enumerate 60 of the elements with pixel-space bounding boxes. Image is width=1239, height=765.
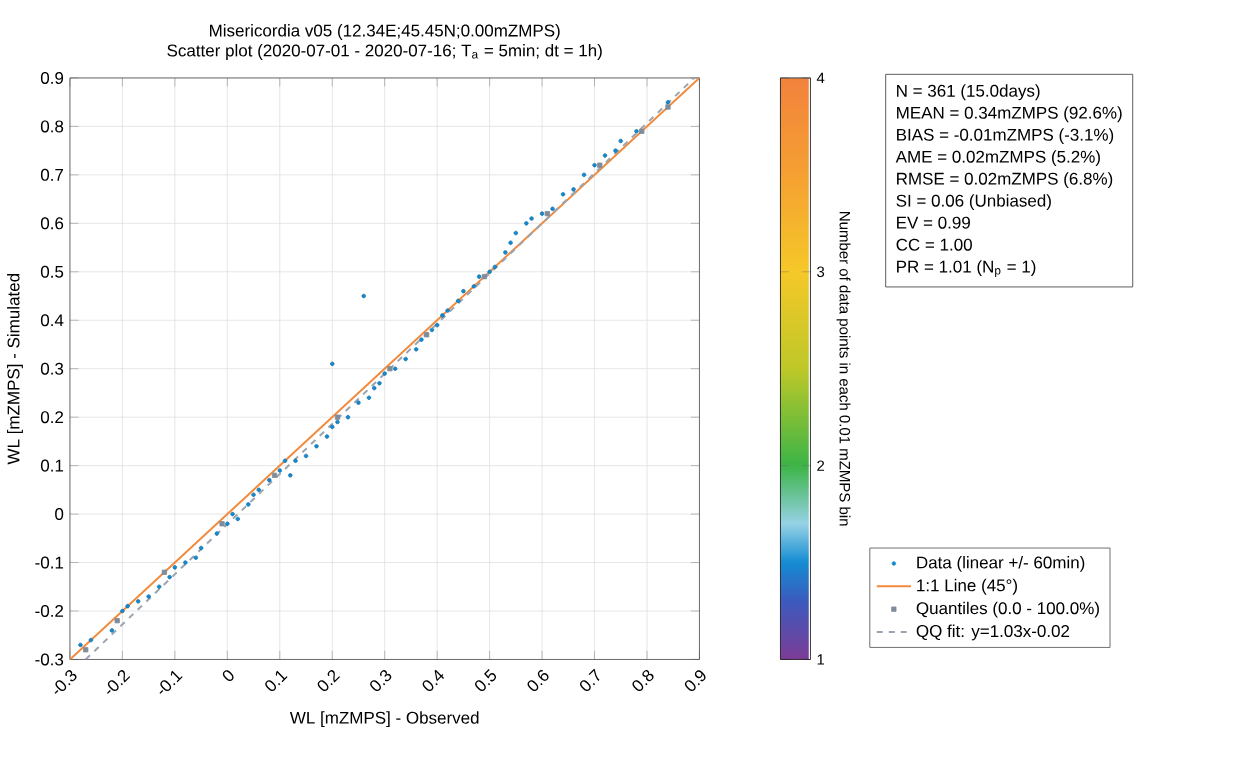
chart-title: Misericordia v05 (12.34E;45.45N;0.00mZMPS) bbox=[210, 23, 560, 40]
x-tick-label: 0.5 bbox=[475, 668, 497, 691]
y-tick-label: 0.5 bbox=[40, 265, 64, 278]
color-bar-label: 3 bbox=[817, 266, 825, 277]
x-tick-label: 0.1 bbox=[265, 670, 288, 691]
x-tick-label: 0.2 bbox=[317, 669, 341, 691]
legend-label: Data (linear +/- 60min) bbox=[917, 555, 1085, 572]
point bbox=[387, 365, 393, 372]
x-tick-label: 0.3 bbox=[370, 669, 392, 691]
y-axis-title: WL [mZMPS] - Simulated bbox=[7, 273, 23, 465]
point bbox=[83, 646, 89, 653]
chart-subtitle: Scatter plot (2020-07-01 - 2020-07-16; T$_{a}$ = 5min; dt = 1h) bbox=[167, 43, 602, 60]
x-tick-label: 0.7 bbox=[580, 668, 600, 691]
y-tick-label: 0.8 bbox=[40, 120, 64, 133]
text: AME = 0.02mZMPS (5.2%) bbox=[895, 150, 1100, 166]
y-tick-label: 0.1 bbox=[40, 459, 64, 472]
legend-label: Quantiles (0.0 - 100.0%) bbox=[916, 601, 1099, 618]
y-tick-label: 0.6 bbox=[40, 217, 64, 230]
x-tick-label: -0.1 bbox=[159, 670, 183, 694]
point bbox=[544, 210, 550, 217]
y-tick-label: 0.7 bbox=[40, 168, 64, 181]
point bbox=[334, 414, 341, 420]
point bbox=[114, 617, 120, 624]
y-tick-label: 0.2 bbox=[40, 410, 64, 423]
text: N = 361 (15.0days) bbox=[897, 84, 1040, 100]
x-tick-label: 0.4 bbox=[422, 669, 445, 691]
text: CC = 1.00 bbox=[896, 238, 972, 251]
y-tick-label: 0 bbox=[55, 507, 64, 520]
text: MEAN = 0.34mZMPS (92.6%) bbox=[897, 106, 1122, 122]
text: EV = 0.99 bbox=[897, 216, 970, 229]
point bbox=[161, 569, 167, 575]
point bbox=[665, 104, 671, 110]
y-tick-label: 0.3 bbox=[40, 362, 64, 375]
point bbox=[597, 162, 603, 168]
y-tick-label: 0.9 bbox=[40, 71, 64, 84]
point bbox=[424, 332, 430, 338]
legend-label: 1:1 Line (45°) bbox=[917, 578, 1017, 595]
y-tick-label: -0.2 bbox=[35, 604, 64, 617]
color-bar-label: 1 bbox=[817, 654, 825, 665]
legend-label: QQ fit: y=1.03x-0.02 bbox=[916, 624, 1070, 641]
point bbox=[481, 273, 487, 280]
x-tick-label: -0.2 bbox=[106, 669, 131, 694]
x-tick-label: 0.6 bbox=[527, 669, 549, 691]
color-bar-label: 2 bbox=[817, 460, 825, 471]
point bbox=[639, 128, 645, 134]
text: PR = 1.01 (N$_{p}$ = 1) bbox=[897, 259, 1036, 277]
y-tick-label: -0.3 bbox=[35, 653, 64, 666]
x-tick-label: 0 bbox=[222, 670, 234, 681]
y-tick-label: -0.1 bbox=[35, 556, 64, 569]
text: SI = 0.06 (Unbiased) bbox=[896, 194, 1051, 210]
point bbox=[271, 472, 278, 478]
y-tick-label: 0.4 bbox=[40, 314, 64, 327]
color-bar-label: 4 bbox=[816, 72, 825, 83]
x-tick-label: 0.8 bbox=[632, 669, 654, 691]
text: RMSE = 0.02mZMPS (6.8%) bbox=[897, 172, 1113, 188]
x-axis-title: WL [mZMPS] - Observed bbox=[289, 711, 479, 727]
x-tick-label: 0.9 bbox=[684, 670, 706, 691]
color-bar-title: Number of data points in each 0.01 mZMPS bin bbox=[836, 211, 851, 526]
text: BIAS = -0.01mZMPS (-3.1%) bbox=[897, 128, 1114, 144]
point bbox=[219, 520, 225, 527]
